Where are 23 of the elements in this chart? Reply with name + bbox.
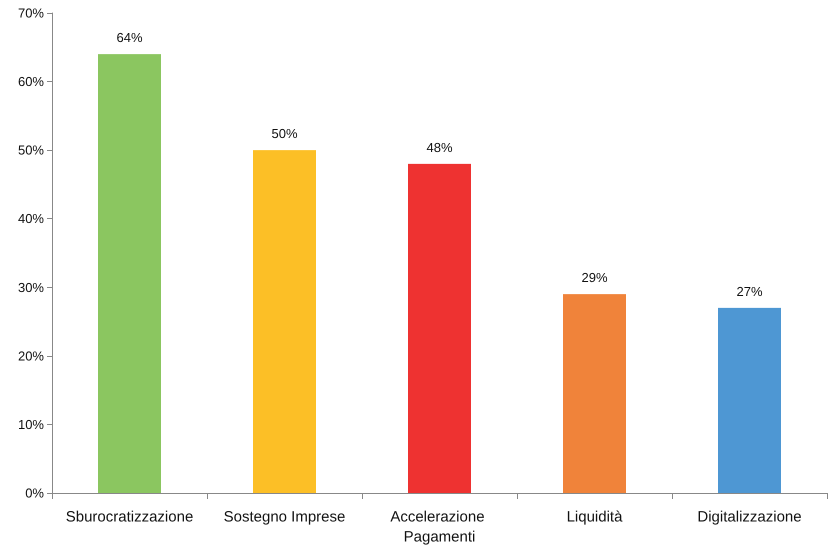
x-tick-label: Sostegno Imprese (224, 508, 346, 526)
x-tick-label: Sburocratizzazione (66, 508, 194, 526)
y-tick-label: 70% (18, 6, 44, 20)
data-label: 64% (116, 30, 143, 46)
y-tick-label: 50% (18, 142, 44, 158)
bar (253, 150, 316, 493)
bar (408, 164, 471, 493)
bar (718, 308, 781, 493)
bar (563, 294, 626, 493)
x-tick-label: Liquidità (566, 508, 624, 526)
data-label: 29% (581, 270, 608, 286)
y-tick-label: 10% (18, 416, 44, 432)
data-label: 48% (426, 140, 453, 155)
x-tick-label: Digitalizzazione (697, 508, 802, 526)
data-label: 50% (271, 126, 298, 142)
data-label: 27% (736, 284, 763, 299)
x-tick-label: Accelerazione Pagamenti (390, 508, 489, 546)
y-tick-label: 20% (18, 348, 44, 364)
bar (98, 54, 161, 493)
y-tick-label: 30% (18, 280, 44, 295)
y-tick-label: 0% (25, 486, 44, 500)
y-tick-label: 60% (18, 74, 44, 90)
y-tick-label: 40% (18, 211, 44, 226)
